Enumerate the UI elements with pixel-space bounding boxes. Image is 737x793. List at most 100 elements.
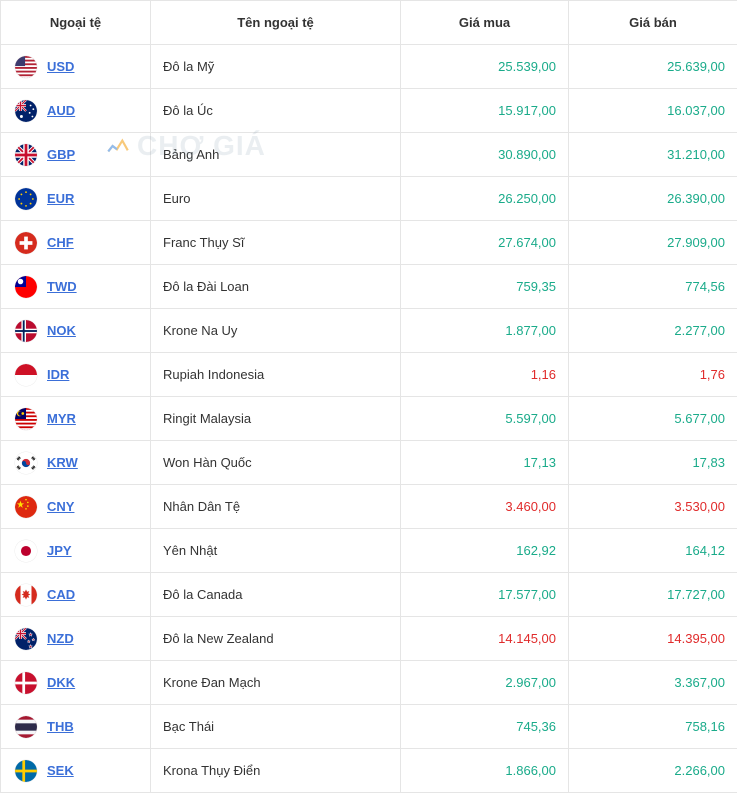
sell-price: 758,16	[569, 705, 737, 749]
currency-code-link[interactable]: EUR	[47, 191, 74, 206]
table-row: CHF Franc Thụy Sĩ27.674,0027.909,00	[1, 221, 737, 265]
sell-price: 2.277,00	[569, 309, 737, 353]
currency-name: Ringit Malaysia	[163, 411, 251, 426]
flag-sek-icon	[15, 760, 37, 782]
header-currency-name: Tên ngoại tệ	[151, 1, 401, 45]
currency-code-link[interactable]: SEK	[47, 763, 74, 778]
table-row: JPY Yên Nhật 162,92164,12	[1, 529, 737, 573]
table-header-row: Ngoại tệ Tên ngoại tệ Giá mua Giá bán	[1, 1, 737, 45]
buy-price: 17.577,00	[401, 573, 569, 617]
sell-price: 27.909,00	[569, 221, 737, 265]
buy-price: 162,92	[401, 529, 569, 573]
flag-chf-icon	[15, 232, 37, 254]
flag-aud-icon	[15, 100, 37, 122]
buy-price: 25.539,00	[401, 45, 569, 89]
currency-code-link[interactable]: THB	[47, 719, 74, 734]
currency-name: Krone Đan Mạch	[163, 675, 261, 690]
table-row: AUD Đô la Úc 15.917,0016.037,00	[1, 89, 737, 133]
currency-name: Đô la Úc	[163, 103, 213, 118]
currency-name: Krona Thụy Điển	[163, 763, 260, 778]
currency-code-link[interactable]: CNY	[47, 499, 74, 514]
sell-price: 3.530,00	[569, 485, 737, 529]
currency-code-link[interactable]: CHF	[47, 235, 74, 250]
buy-price: 26.250,00	[401, 177, 569, 221]
table-row: NOK Krone Na Uy1.877,002.277,00	[1, 309, 737, 353]
table-row: EUR Euro 26.250,0026.390,00	[1, 177, 737, 221]
flag-dkk-icon	[15, 672, 37, 694]
flag-twd-icon	[15, 276, 37, 298]
header-sell: Giá bán	[569, 1, 737, 45]
flag-cny-icon	[15, 496, 37, 518]
buy-price: 1.866,00	[401, 749, 569, 793]
table-row: CAD Đô la Canada17.577,0017.727,00	[1, 573, 737, 617]
table-row: THB Bạc Thái 745,36758,16	[1, 705, 737, 749]
sell-price: 25.639,00	[569, 45, 737, 89]
table-row: CNY Nhân Dân Tệ 3.460,003.530,00	[1, 485, 737, 529]
currency-name: Đô la Đài Loan	[163, 279, 249, 294]
buy-price: 5.597,00	[401, 397, 569, 441]
sell-price: 5.677,00	[569, 397, 737, 441]
sell-price: 14.395,00	[569, 617, 737, 661]
currency-code-link[interactable]: MYR	[47, 411, 76, 426]
header-buy: Giá mua	[401, 1, 569, 45]
exchange-rate-table: Ngoại tệ Tên ngoại tệ Giá mua Giá bán US…	[0, 0, 737, 793]
currency-code-link[interactable]: DKK	[47, 675, 75, 690]
buy-price: 17,13	[401, 441, 569, 485]
buy-price: 1.877,00	[401, 309, 569, 353]
currency-code-link[interactable]: JPY	[47, 543, 72, 558]
flag-krw-icon	[15, 452, 37, 474]
table-row: TWD Đô la Đài Loan 759,35774,56	[1, 265, 737, 309]
buy-price: 14.145,00	[401, 617, 569, 661]
currency-code-link[interactable]: IDR	[47, 367, 69, 382]
buy-price: 1,16	[401, 353, 569, 397]
currency-name: Đô la New Zealand	[163, 631, 274, 646]
buy-price: 15.917,00	[401, 89, 569, 133]
table-row: USD Đô la Mỹ25.539,0025.639,00	[1, 45, 737, 89]
table-row: NZD Đô la New Zealand 14.145,0014.395,00	[1, 617, 737, 661]
table-row: MYR Ringit Malaysia 5.597,005.677,00	[1, 397, 737, 441]
table-row: SEK Krona Thụy Điển1.866,002.266,00	[1, 749, 737, 793]
table-row: KRW Won Hàn Quốc 17,1317,83	[1, 441, 737, 485]
currency-name: Nhân Dân Tệ	[163, 499, 240, 514]
flag-jpy-icon	[15, 540, 37, 562]
sell-price: 774,56	[569, 265, 737, 309]
buy-price: 745,36	[401, 705, 569, 749]
sell-price: 17.727,00	[569, 573, 737, 617]
currency-name: Yên Nhật	[163, 543, 217, 558]
currency-code-link[interactable]: TWD	[47, 279, 77, 294]
flag-gbp-icon	[15, 144, 37, 166]
currency-name: Euro	[163, 191, 190, 206]
buy-price: 27.674,00	[401, 221, 569, 265]
buy-price: 759,35	[401, 265, 569, 309]
currency-code-link[interactable]: AUD	[47, 103, 75, 118]
currency-name: Won Hàn Quốc	[163, 455, 252, 470]
currency-code-link[interactable]: NZD	[47, 631, 74, 646]
flag-myr-icon	[15, 408, 37, 430]
currency-code-link[interactable]: KRW	[47, 455, 78, 470]
currency-code-link[interactable]: NOK	[47, 323, 76, 338]
flag-cad-icon	[15, 584, 37, 606]
currency-code-link[interactable]: GBP	[47, 147, 75, 162]
currency-name: Rupiah Indonesia	[163, 367, 264, 382]
table-row: IDR Rupiah Indonesia 1,161,76	[1, 353, 737, 397]
flag-eur-icon	[15, 188, 37, 210]
currency-name: Bạc Thái	[163, 719, 214, 734]
flag-nzd-icon	[15, 628, 37, 650]
buy-price: 3.460,00	[401, 485, 569, 529]
header-currency-code: Ngoại tệ	[1, 1, 151, 45]
sell-price: 17,83	[569, 441, 737, 485]
sell-price: 3.367,00	[569, 661, 737, 705]
sell-price: 1,76	[569, 353, 737, 397]
table-row: GBP Bảng Anh30.890,0031.210,00	[1, 133, 737, 177]
flag-nok-icon	[15, 320, 37, 342]
sell-price: 16.037,00	[569, 89, 737, 133]
flag-thb-icon	[15, 716, 37, 738]
currency-code-link[interactable]: USD	[47, 59, 74, 74]
table-row: DKK Krone Đan Mạch2.967,003.367,00	[1, 661, 737, 705]
sell-price: 26.390,00	[569, 177, 737, 221]
sell-price: 164,12	[569, 529, 737, 573]
sell-price: 31.210,00	[569, 133, 737, 177]
flag-idr-icon	[15, 364, 37, 386]
currency-code-link[interactable]: CAD	[47, 587, 75, 602]
currency-name: Bảng Anh	[163, 147, 219, 162]
